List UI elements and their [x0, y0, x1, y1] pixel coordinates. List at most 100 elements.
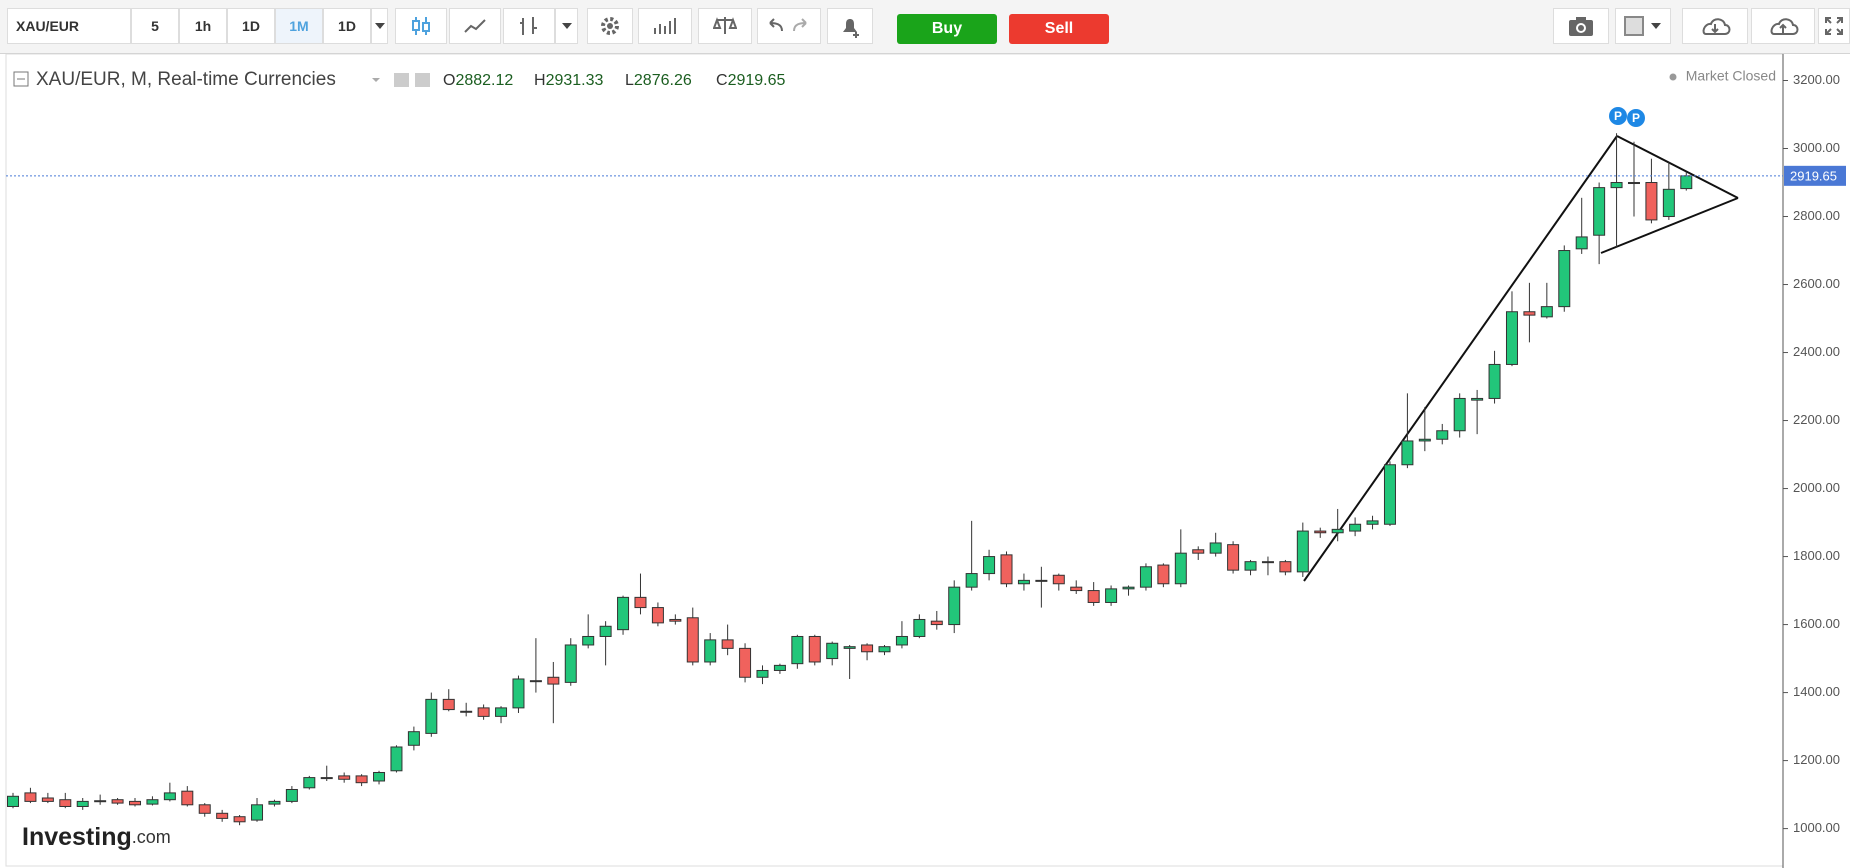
draw-button[interactable] — [503, 8, 555, 44]
event-marker — [1609, 107, 1627, 125]
candle-body — [146, 799, 159, 805]
candle-body — [1645, 182, 1658, 221]
candle-body — [390, 746, 403, 772]
candle-body — [1070, 586, 1083, 592]
toolbar: XAU/EUR 5 1h 1D 1M 1D Buy Sell — [0, 0, 1850, 54]
candle-body — [407, 731, 420, 746]
interval-button[interactable]: 1D — [227, 8, 275, 44]
indicators-button[interactable] — [638, 8, 692, 44]
triangle-lower — [1600, 197, 1739, 254]
ohlc-value: 2919.65 — [728, 72, 786, 89]
candle-body — [983, 556, 996, 575]
icon — [1825, 17, 1843, 35]
candle-body — [808, 635, 821, 663]
interval-dropdown[interactable] — [371, 8, 388, 44]
status-dot — [1669, 73, 1677, 81]
candle-body — [564, 644, 577, 683]
layout-button[interactable] — [1615, 8, 1671, 44]
trend-line — [1303, 135, 1618, 582]
ohlc-readout: O2882.12 H2931.33 L2876.26 C2919.65 — [443, 72, 786, 89]
candle-body — [1139, 566, 1152, 588]
icon — [1624, 16, 1661, 36]
candles — [7, 133, 1693, 826]
ohlc-item: H2931.33 — [534, 72, 604, 89]
candle-body — [1366, 520, 1379, 525]
icon — [769, 18, 807, 32]
candles-button[interactable] — [395, 8, 447, 44]
last-price-label: 2919.65 — [1790, 168, 1837, 183]
candle-body — [198, 804, 211, 814]
icon — [1569, 17, 1593, 36]
candle-body — [216, 812, 229, 819]
ohlc-label: C — [716, 72, 728, 89]
candle-body — [686, 617, 699, 663]
settings-button[interactable] — [587, 8, 633, 44]
candle-body — [1349, 523, 1362, 532]
candle-body — [704, 639, 717, 663]
buy-button[interactable]: Buy — [897, 14, 997, 44]
candle-body — [1017, 579, 1030, 585]
icon — [520, 17, 537, 35]
candle-body — [582, 635, 595, 646]
icon — [1702, 18, 1731, 35]
ohlc-label: O — [443, 72, 455, 89]
candle-body — [59, 799, 72, 807]
candle-body — [529, 680, 542, 683]
candle-body — [651, 607, 664, 624]
candle-body — [1052, 574, 1065, 585]
candle-body — [111, 799, 124, 804]
candle-body — [251, 804, 264, 821]
candle-body — [599, 625, 612, 637]
sell-button[interactable]: Sell — [1009, 14, 1109, 44]
candle-body — [930, 620, 943, 626]
icon — [412, 17, 430, 35]
candle-body — [268, 800, 281, 805]
y-tick-label: 1600.00 — [1793, 616, 1840, 631]
load-button[interactable] — [1682, 8, 1748, 44]
y-tick-label: 2200.00 — [1793, 412, 1840, 427]
last-price-box — [1784, 165, 1846, 186]
candle-body — [1087, 590, 1100, 603]
candle-body — [1035, 579, 1048, 582]
compare-button[interactable] — [698, 8, 752, 44]
caret — [374, 23, 385, 29]
draw-dropdown[interactable] — [555, 8, 578, 44]
interval-button[interactable]: 1D — [323, 8, 371, 44]
candle-body — [1680, 175, 1693, 190]
alert-button[interactable] — [827, 8, 873, 44]
candle-body — [181, 790, 194, 806]
candle-body — [1575, 236, 1588, 250]
candle-body — [320, 777, 333, 780]
candle-body — [233, 816, 246, 823]
eye-icon — [394, 73, 409, 87]
candle-body — [303, 777, 316, 789]
save-button[interactable] — [1751, 8, 1815, 44]
icon — [601, 17, 619, 35]
candle-body — [1227, 544, 1240, 571]
interval-button[interactable]: 5 — [131, 8, 179, 44]
interval-button[interactable]: 1M — [275, 8, 323, 44]
candle-body — [791, 635, 804, 665]
candle-body — [634, 596, 647, 609]
symbol-input[interactable]: XAU/EUR — [7, 8, 131, 44]
candle-body — [163, 792, 176, 801]
candle-body — [843, 646, 856, 649]
fullscreen-button[interactable] — [1818, 8, 1850, 44]
candle-body — [617, 596, 630, 631]
candle-body — [1540, 306, 1553, 318]
candle-body — [1174, 552, 1187, 585]
candle-body — [1471, 397, 1484, 401]
logo: Investing.com — [22, 823, 171, 851]
line-button[interactable] — [449, 8, 501, 44]
ohlc-label: L — [625, 72, 634, 89]
interval-button[interactable]: 1h — [179, 8, 227, 44]
y-tick-label: 2400.00 — [1793, 344, 1840, 359]
icon — [464, 19, 486, 33]
candle-body — [442, 698, 455, 711]
candle-body — [41, 797, 54, 802]
snapshot-button[interactable] — [1553, 8, 1609, 44]
candle-body — [1453, 397, 1466, 432]
candle-body — [24, 792, 37, 802]
undo-redo[interactable] — [757, 8, 821, 44]
candle-body — [965, 573, 978, 588]
